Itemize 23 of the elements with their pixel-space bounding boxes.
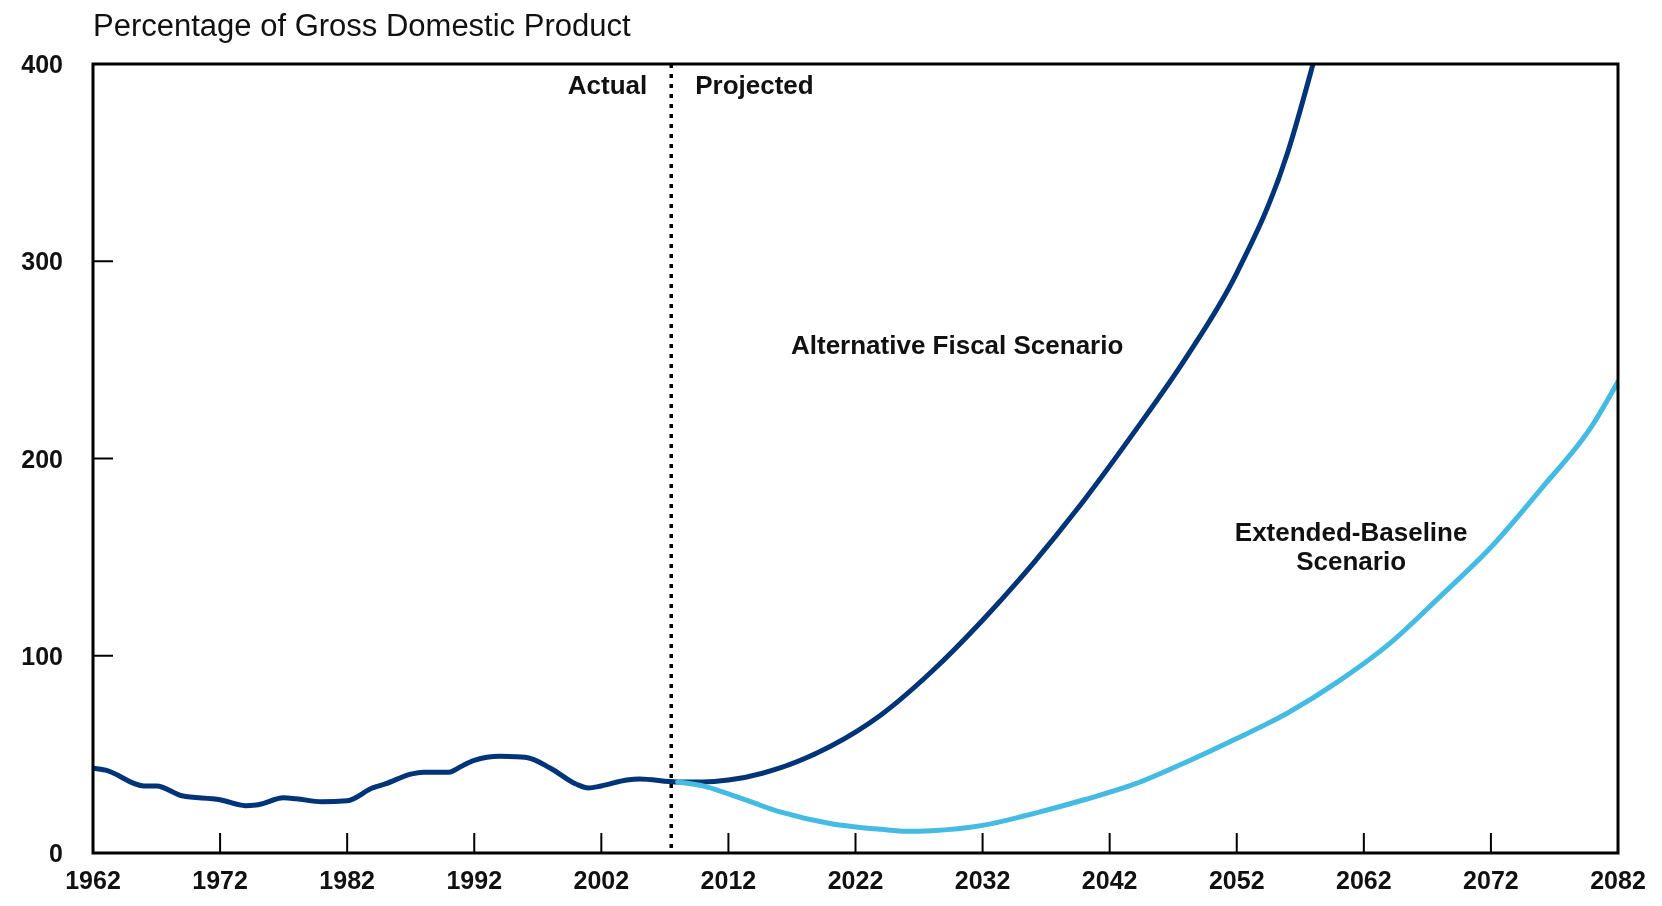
x-tick-label: 2032 — [954, 866, 1011, 894]
annotation: Projected — [695, 69, 814, 100]
x-tick-label: 2072 — [1463, 866, 1519, 894]
series-label: Extended-Baseline Scenario — [1234, 517, 1468, 577]
y-tick-label: 400 — [21, 50, 63, 78]
x-tick-label: 2002 — [573, 866, 630, 894]
x-tick-label: 1992 — [446, 866, 503, 894]
x-tick-label: 1982 — [319, 866, 375, 894]
y-tick-label: 0 — [49, 839, 63, 867]
x-tick-label: 1962 — [65, 866, 121, 894]
x-tick-label: 2062 — [1336, 866, 1392, 894]
x-tick-label: 2082 — [1590, 866, 1646, 894]
x-tick-label: 2052 — [1208, 866, 1265, 894]
y-tick-label: 100 — [21, 641, 63, 670]
x-tick-label: 2042 — [1081, 866, 1138, 894]
y-tick-label: 300 — [21, 247, 63, 276]
series-label: Alternative Fiscal Scenario — [790, 329, 1124, 360]
annotation: Actual — [567, 69, 648, 100]
y-tick-label: 200 — [21, 444, 63, 473]
x-tick-label: 1972 — [192, 866, 248, 894]
x-tick-label: 2022 — [827, 866, 884, 894]
y-axis-title: Percentage of Gross Domestic Product — [93, 8, 631, 43]
x-tick-label: 2012 — [700, 866, 757, 894]
